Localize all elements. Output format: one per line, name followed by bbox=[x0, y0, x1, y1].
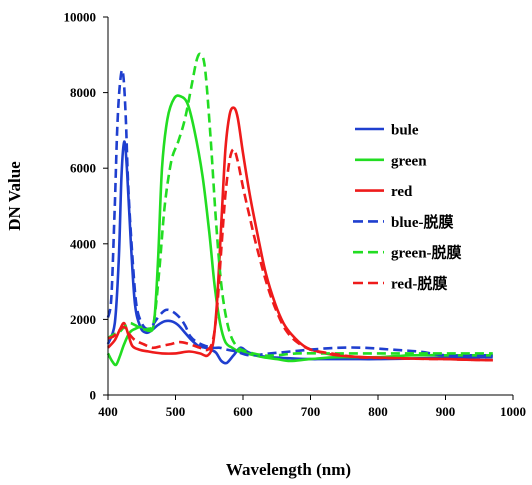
legend-label-6: red-脱膜 bbox=[391, 275, 447, 293]
x-tick-label: 600 bbox=[233, 404, 253, 419]
series-line-2 bbox=[106, 94, 493, 367]
series-line-4 bbox=[106, 68, 493, 357]
x-tick-label: 900 bbox=[436, 404, 456, 419]
legend-label-4: blue-脱膜 bbox=[391, 213, 454, 231]
x-axis-title: Wavelength (nm) bbox=[226, 460, 351, 479]
y-tick-label: 8000 bbox=[70, 85, 96, 100]
y-tick-label: 0 bbox=[90, 388, 97, 403]
ticks-layer: 400 500 600 700 800 900 1000020004000600080001… bbox=[64, 10, 527, 420]
legend-label-2: green bbox=[391, 153, 427, 169]
y-tick-label: 10000 bbox=[64, 10, 97, 25]
y-axis-title: DN Value bbox=[5, 161, 24, 231]
legend-label-1: bule bbox=[391, 123, 419, 139]
x-tick-label: 500 bbox=[166, 404, 186, 419]
series-layer bbox=[106, 52, 493, 367]
series-line-6 bbox=[107, 148, 493, 362]
x-tick-label: 800 bbox=[368, 404, 388, 419]
x-tick-label: 700 bbox=[301, 404, 321, 419]
y-tick-label: 2000 bbox=[70, 312, 96, 327]
y-tick-label: 6000 bbox=[70, 161, 96, 176]
axes-layer bbox=[107, 17, 513, 396]
legend-label-5: green-脱膜 bbox=[391, 244, 462, 262]
x-tick-label: 400 bbox=[98, 404, 118, 419]
legend: bule green red blue-脱膜 green-脱膜 red-脱膜 bbox=[353, 123, 462, 293]
x-tick-label: 1000 bbox=[500, 404, 526, 419]
y-tick-label: 4000 bbox=[70, 236, 96, 251]
legend-label-3: red bbox=[391, 184, 413, 200]
series-line-5 bbox=[107, 52, 493, 357]
